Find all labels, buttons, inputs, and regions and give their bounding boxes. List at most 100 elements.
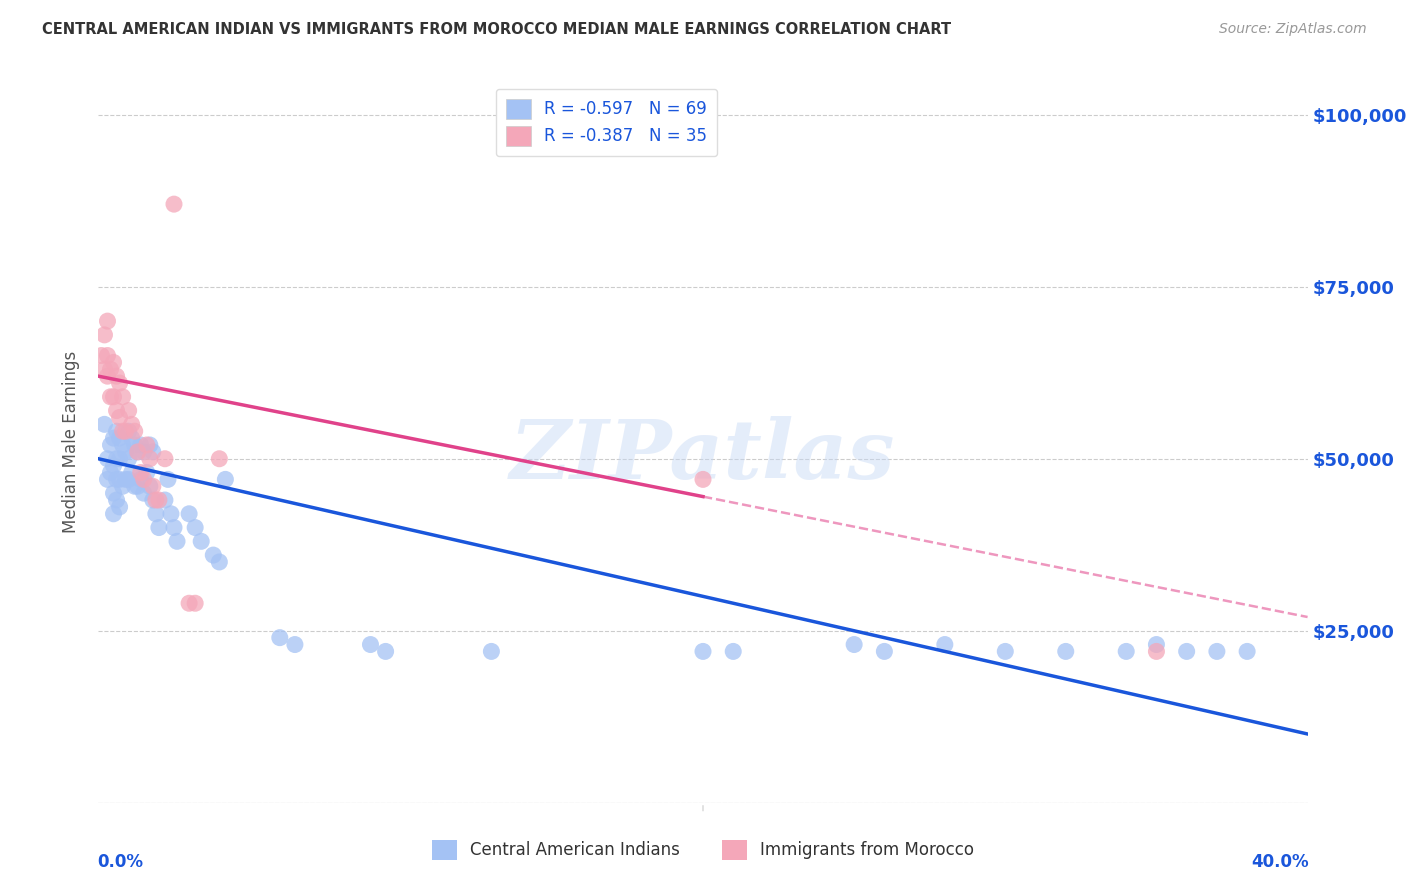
Point xyxy=(105,424,128,438)
Point xyxy=(692,472,714,486)
Point xyxy=(124,479,146,493)
Point xyxy=(1144,644,1167,658)
Point xyxy=(139,438,162,452)
Point xyxy=(269,631,291,645)
Point xyxy=(153,493,176,508)
Point xyxy=(114,445,136,459)
Point xyxy=(103,486,125,500)
Point xyxy=(105,369,128,384)
Point xyxy=(139,451,162,466)
Point xyxy=(360,638,382,652)
Point xyxy=(1236,644,1258,658)
Point xyxy=(90,349,112,363)
Point xyxy=(111,438,134,452)
Point xyxy=(124,424,146,438)
Point xyxy=(96,349,118,363)
Point xyxy=(124,438,146,452)
Point xyxy=(214,472,236,486)
Point xyxy=(103,507,125,521)
Point xyxy=(111,390,134,404)
Point xyxy=(844,638,866,652)
Point xyxy=(202,548,225,562)
Point xyxy=(105,472,128,486)
Point xyxy=(1115,644,1137,658)
Point xyxy=(1175,644,1198,658)
Point xyxy=(873,644,896,658)
Point xyxy=(127,445,149,459)
Point xyxy=(190,534,212,549)
Point xyxy=(132,486,155,500)
Point xyxy=(184,596,207,610)
Point xyxy=(108,431,131,445)
Point xyxy=(208,555,231,569)
Point xyxy=(145,507,167,521)
Point xyxy=(179,596,201,610)
Point xyxy=(100,466,122,480)
Legend: Central American Indians, Immigrants from Morocco: Central American Indians, Immigrants fro… xyxy=(425,833,981,867)
Point xyxy=(105,451,128,466)
Point xyxy=(1054,644,1077,658)
Point xyxy=(118,451,141,466)
Point xyxy=(96,314,118,328)
Point xyxy=(994,644,1017,658)
Point xyxy=(96,472,118,486)
Point xyxy=(142,493,165,508)
Point xyxy=(108,410,131,425)
Point xyxy=(142,445,165,459)
Point xyxy=(103,390,125,404)
Point xyxy=(163,520,186,534)
Point xyxy=(118,472,141,486)
Text: Source: ZipAtlas.com: Source: ZipAtlas.com xyxy=(1219,22,1367,37)
Point xyxy=(108,451,131,466)
Point xyxy=(139,479,162,493)
Point xyxy=(108,472,131,486)
Point xyxy=(96,369,118,384)
Point xyxy=(100,362,122,376)
Point xyxy=(148,493,170,508)
Point xyxy=(121,417,143,432)
Point xyxy=(118,424,141,438)
Point xyxy=(208,451,231,466)
Point xyxy=(132,445,155,459)
Point xyxy=(135,466,157,480)
Point xyxy=(121,431,143,445)
Point xyxy=(156,472,179,486)
Point xyxy=(96,451,118,466)
Point xyxy=(145,493,167,508)
Point xyxy=(114,472,136,486)
Point xyxy=(166,534,188,549)
Text: CENTRAL AMERICAN INDIAN VS IMMIGRANTS FROM MOROCCO MEDIAN MALE EARNINGS CORRELAT: CENTRAL AMERICAN INDIAN VS IMMIGRANTS FR… xyxy=(42,22,952,37)
Point xyxy=(163,197,186,211)
Point xyxy=(129,466,152,480)
Point xyxy=(129,472,152,486)
Point xyxy=(127,479,149,493)
Y-axis label: Median Male Earnings: Median Male Earnings xyxy=(62,351,80,533)
Point xyxy=(692,644,714,658)
Point xyxy=(184,520,207,534)
Text: 40.0%: 40.0% xyxy=(1251,854,1309,871)
Point xyxy=(108,376,131,390)
Point xyxy=(93,327,115,342)
Point xyxy=(93,417,115,432)
Point xyxy=(374,644,396,658)
Point xyxy=(108,500,131,514)
Point xyxy=(103,458,125,473)
Point xyxy=(1206,644,1229,658)
Point xyxy=(481,644,503,658)
Point xyxy=(127,445,149,459)
Point xyxy=(121,466,143,480)
Point xyxy=(111,479,134,493)
Point xyxy=(103,431,125,445)
Point xyxy=(179,507,201,521)
Point xyxy=(1144,638,1167,652)
Point xyxy=(160,507,183,521)
Text: ZIPatlas: ZIPatlas xyxy=(510,416,896,496)
Point xyxy=(142,479,165,493)
Point xyxy=(153,451,176,466)
Point xyxy=(93,362,115,376)
Point xyxy=(105,403,128,417)
Point xyxy=(105,493,128,508)
Point xyxy=(934,638,956,652)
Point xyxy=(103,355,125,369)
Point xyxy=(129,438,152,452)
